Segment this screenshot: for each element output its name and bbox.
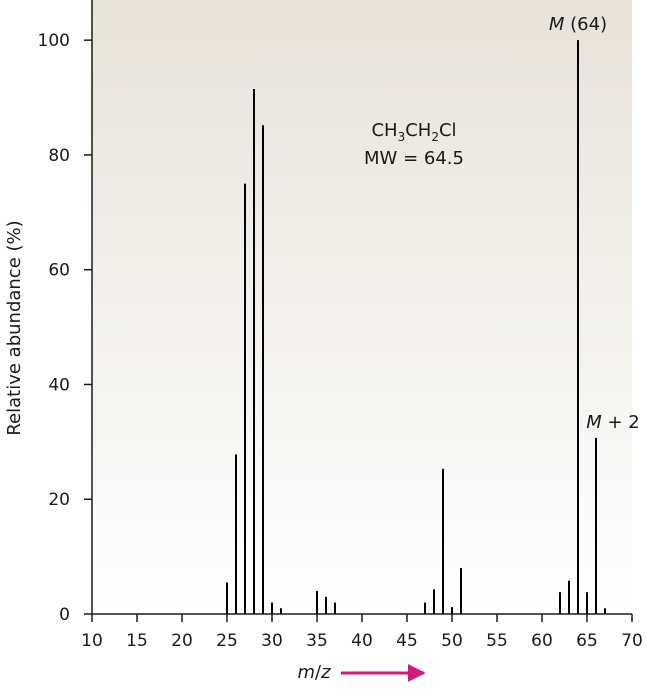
y-axis-label: Relative abundance (%) <box>4 220 25 435</box>
x-tick-label-30: 30 <box>261 631 283 651</box>
x-tick-label-65: 65 <box>576 631 598 651</box>
x-tick-label-35: 35 <box>306 631 328 651</box>
x-tick-label-40: 40 <box>351 631 373 651</box>
formula-part-3: Cl <box>439 120 457 141</box>
x-tick-label-45: 45 <box>396 631 418 651</box>
m-plus-2-rest: + 2 <box>602 412 640 433</box>
formula-part-2: CH <box>405 120 431 141</box>
m-plus-2-label: M + 2 <box>586 412 640 433</box>
plot-background <box>92 0 632 614</box>
formula-sub-1: 3 <box>398 130 406 144</box>
y-tick-label-20: 20 <box>48 490 70 510</box>
x-ticks-group: 10 15 20 25 30 35 40 45 50 55 60 65 70 <box>81 614 643 651</box>
molecular-weight-label: MW = 64.5 <box>364 148 464 169</box>
y-tick-label-40: 40 <box>48 375 70 395</box>
x-tick-label-60: 60 <box>531 631 553 651</box>
y-tick-label-0: 0 <box>59 605 70 625</box>
x-tick-label-10: 10 <box>81 631 103 651</box>
x-axis-label: m/z <box>297 662 331 683</box>
x-tick-label-50: 50 <box>441 631 463 651</box>
x-tick-label-15: 15 <box>126 631 148 651</box>
x-axis-label-m: m <box>297 662 315 683</box>
y-tick-label-100: 100 <box>38 31 70 51</box>
x-tick-label-55: 55 <box>486 631 508 651</box>
formula-label: CH3CH2Cl <box>371 120 456 144</box>
formula-sub-2: 2 <box>431 130 439 144</box>
molecular-ion-label: M (64) <box>549 14 607 35</box>
y-tick-label-80: 80 <box>48 146 70 166</box>
x-tick-label-20: 20 <box>171 631 193 651</box>
y-ticks-group: 0 20 40 60 80 100 <box>38 31 92 625</box>
x-tick-label-70: 70 <box>621 631 643 651</box>
x-axis-label-z: z <box>320 662 331 683</box>
x-axis-label-slash: / <box>315 662 322 683</box>
molecular-ion-italic: M <box>549 14 565 35</box>
molecular-ion-rest: (64) <box>564 14 607 35</box>
y-tick-label-60: 60 <box>48 261 70 281</box>
formula-part-1: CH <box>371 120 397 141</box>
m-plus-2-italic: M <box>586 412 602 433</box>
bars-group <box>226 40 606 614</box>
x-tick-label-25: 25 <box>216 631 238 651</box>
